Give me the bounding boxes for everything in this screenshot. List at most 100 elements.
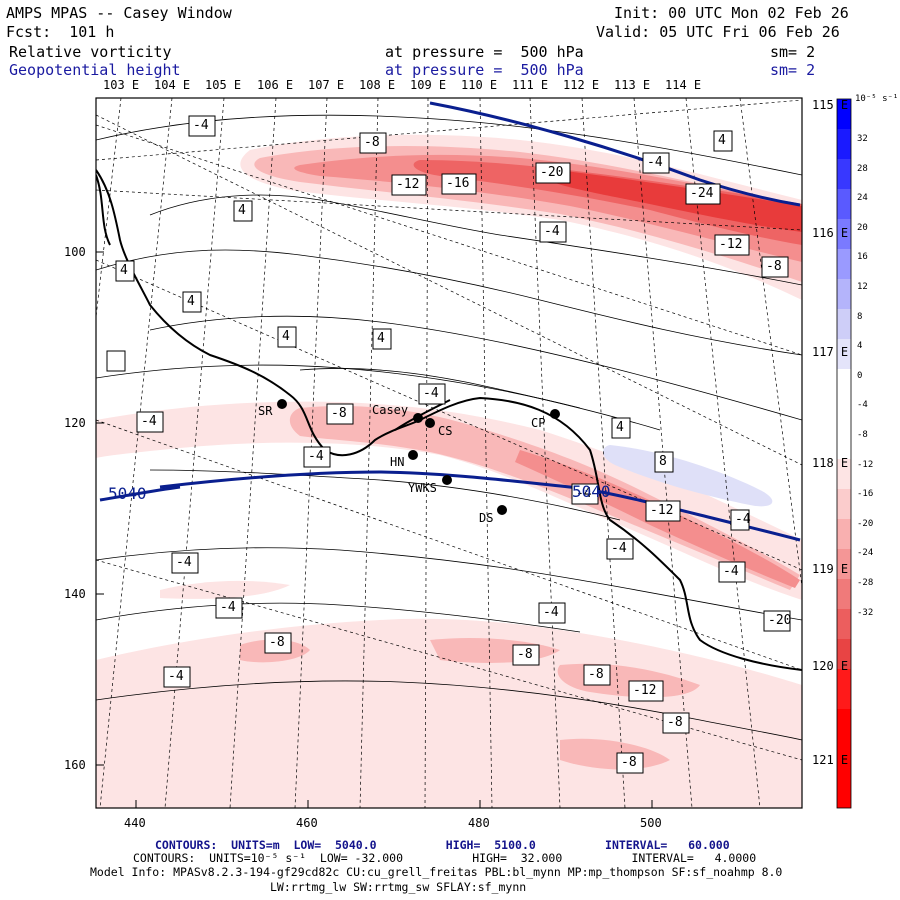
model-info: Model Info: MPASv8.2.3-194-gf29cd82c CU:… — [90, 865, 783, 879]
contour-label: -4 — [168, 669, 184, 684]
colorbar-tick-label: 16 — [857, 252, 868, 263]
y-tick-label: 120 — [64, 416, 86, 430]
height-contour-info: CONTOURS: UNITS=m LOW= 5040.0 HIGH= 5100… — [155, 838, 730, 852]
contour-label: -8 — [364, 135, 380, 150]
contour-label: -4 — [735, 512, 751, 527]
lon-label: 113 E — [614, 78, 651, 92]
contour-label: 4 — [718, 133, 726, 148]
contour-label: 4 — [187, 294, 195, 309]
model-info-line2: LW:rrtmg_lw SW:rrtmg_sw SFLAY:sf_mynn — [270, 880, 527, 894]
contour-label: -4 — [544, 224, 560, 239]
y-tick-label: 140 — [64, 587, 86, 601]
colorbar-unit: 10⁻⁵ s⁻¹ — [855, 94, 899, 104]
contour-label: -4 — [423, 386, 439, 401]
valid-time: Valid: 05 UTC Fri 06 Feb 26 — [596, 23, 840, 41]
x-tick-label: 440 — [124, 816, 146, 830]
plot-frame — [95, 97, 803, 809]
field2-smooth: sm= 2 — [770, 61, 816, 79]
contour-label: -4 — [308, 449, 324, 464]
contour-label: -8 — [269, 635, 285, 650]
vorticity-fill — [96, 134, 802, 808]
lat-label: 120 E — [812, 659, 849, 673]
lon-label: 112 E — [563, 78, 600, 92]
station-label: HN — [390, 455, 405, 469]
contour-label: 4 — [616, 420, 624, 435]
field1-name: Relative vorticity — [9, 43, 172, 61]
contour-label: -20 — [540, 165, 564, 180]
contour-label: 4 — [120, 263, 128, 278]
lon-label: 107 E — [308, 78, 345, 92]
contour-label: -4 — [141, 414, 157, 429]
lat-label: 117 E — [812, 345, 849, 359]
contour-label: -8 — [667, 715, 683, 730]
contour-label: -4 — [576, 486, 592, 501]
contour-label: -16 — [446, 176, 470, 191]
contour-label: 4 — [238, 203, 246, 218]
lon-label: 106 E — [257, 78, 294, 92]
y-tick-label: 160 — [64, 758, 86, 772]
field1-level: at pressure = 500 hPa — [385, 43, 584, 61]
station-label: Casey — [372, 403, 409, 417]
lat-lon-grid — [96, 98, 802, 808]
contour-label: -8 — [588, 667, 604, 682]
contour-label: -8 — [766, 259, 782, 274]
colorbar-tick-label: 28 — [857, 163, 868, 174]
lat-label: 116 E — [812, 226, 849, 240]
contour-label: -12 — [719, 237, 743, 252]
lon-label: 104 E — [154, 78, 191, 92]
colorbar-tick-label: -32 — [857, 607, 874, 618]
field1-smooth: sm= 2 — [770, 43, 816, 61]
colorbar-tick-label: 24 — [857, 193, 868, 204]
lon-label: 103 E — [103, 78, 140, 92]
lon-label: 108 E — [359, 78, 396, 92]
field2-level: at pressure = 500 hPa — [385, 61, 584, 79]
colorbar-tick-label: 12 — [857, 282, 868, 292]
y-tick-label: 100 — [64, 245, 86, 259]
colorbar-tick-label: -16 — [857, 489, 874, 500]
lat-label: 119 E — [812, 562, 849, 576]
contour-label: -8 — [331, 406, 347, 421]
station-markers — [277, 399, 560, 515]
x-tick-label: 480 — [468, 816, 490, 830]
contour-label: -8 — [621, 755, 637, 770]
station-label: YWKS — [408, 481, 437, 495]
contour-label: 8 — [659, 454, 667, 469]
contour-label: -4 — [611, 541, 627, 556]
contour-label: -24 — [690, 186, 714, 201]
contour-label-boxes — [106, 115, 791, 774]
colorbar — [836, 98, 852, 809]
field2-name: Geopotential height — [9, 61, 181, 79]
contour-label: -12 — [396, 177, 420, 192]
colorbar-tick-label: -20 — [857, 518, 874, 529]
contour-label: -12 — [650, 503, 674, 518]
contour-label: -4 — [193, 118, 209, 133]
lat-label: 121 E — [812, 753, 849, 767]
colorbar-tick-label: 20 — [857, 222, 868, 233]
contour-label: -4 — [543, 605, 559, 620]
height-contour-label: 5040 — [108, 484, 147, 503]
colorbar-tick-label: -4 — [857, 400, 868, 411]
forecast-hour: Fcst: 101 h — [6, 23, 115, 41]
colorbar-tick-label: -8 — [857, 430, 868, 440]
colorbar-tick-label: 8 — [857, 311, 863, 322]
contour-label: 4 — [282, 329, 290, 344]
height-contours — [99, 101, 801, 542]
colorbar-tick-label: -28 — [857, 578, 874, 588]
colorbar-tick-label: 32 — [857, 134, 868, 144]
colorbar-tick-label: 4 — [857, 341, 863, 352]
x-tick-label: 460 — [296, 816, 318, 830]
colorbar-tick-label: -24 — [857, 548, 874, 559]
lon-label: 111 E — [512, 78, 549, 92]
contour-label: -20 — [768, 613, 792, 628]
height-contour-label: 5040 — [572, 482, 611, 501]
station-label: CP — [531, 416, 546, 430]
axis-ticks — [96, 251, 653, 808]
x-tick-label: 500 — [640, 816, 662, 830]
station-label: CS — [438, 424, 453, 438]
lon-label: 110 E — [461, 78, 498, 92]
lon-label: 105 E — [205, 78, 242, 92]
contour-label: -4 — [647, 155, 663, 170]
contour-label: 4 — [377, 331, 385, 346]
lat-label: 115 E — [812, 98, 849, 112]
